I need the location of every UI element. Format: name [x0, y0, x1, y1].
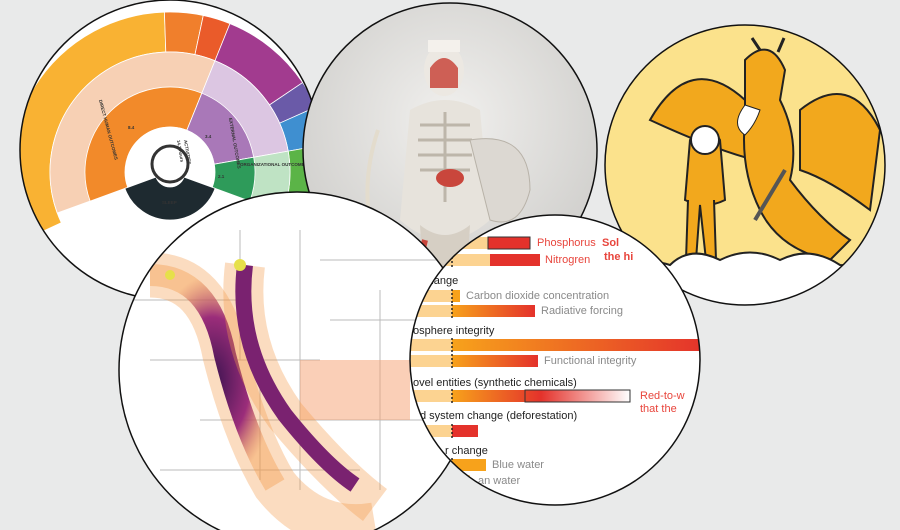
uncertainty — [487, 236, 531, 250]
sleep-label: SLEEP — [162, 200, 177, 205]
bar-label: Nitrogren — [545, 254, 590, 266]
uncertainty — [490, 254, 540, 266]
uncertainty — [524, 389, 631, 403]
overshoot — [452, 339, 700, 351]
header: r change — [445, 445, 488, 457]
bar-label: Carbon dioxide concentration — [466, 290, 609, 302]
horns — [750, 37, 786, 53]
plume — [235, 264, 360, 492]
ribs — [418, 112, 472, 202]
safe-zone — [410, 355, 452, 367]
map-panel — [119, 192, 475, 530]
haze — [300, 360, 410, 420]
hub-value: 14.3 hours — [176, 140, 185, 164]
segment-value: 8.4 — [128, 125, 135, 130]
safe-zone — [410, 390, 452, 402]
knight-head — [690, 125, 720, 155]
overshoot — [452, 390, 630, 402]
donut-panel: DIRECT HUMAN OUTCOMES 8.4 EXTERNAL OUTCO… — [20, 0, 320, 300]
bar-label: Functional integrity — [544, 355, 637, 367]
overshoot — [452, 459, 486, 471]
donut-segment — [124, 176, 216, 221]
bundle — [469, 138, 531, 223]
bar-label: Radiative forcing — [541, 305, 623, 317]
segment-value: 3.4 — [205, 134, 212, 139]
hub-label: ACTIVITIES — [183, 140, 192, 165]
bar-label: Blue water — [492, 459, 544, 471]
organ — [436, 169, 464, 187]
fire-source — [234, 259, 246, 271]
hub-ring — [150, 144, 190, 184]
donut-segment — [211, 156, 256, 202]
note: the hi — [604, 251, 633, 263]
note: that the — [640, 403, 677, 415]
header: osphere integrity — [413, 325, 495, 337]
note: Red-to-w — [640, 390, 685, 402]
plume — [149, 264, 285, 491]
segment-value: 2.1 — [218, 174, 225, 179]
overshoot — [452, 425, 478, 437]
overshoot — [452, 290, 460, 302]
sword — [753, 168, 787, 222]
safe-zone — [410, 339, 452, 351]
wing — [799, 93, 882, 212]
panel-border — [604, 24, 886, 306]
bar-label: an water — [478, 475, 521, 487]
panel-border — [409, 214, 701, 506]
dragon-body — [743, 48, 852, 262]
cap — [428, 40, 460, 52]
header: ovel entities (synthetic chemicals) — [413, 377, 577, 389]
fire-source — [165, 270, 175, 280]
bar-label: Phosphorus — [537, 237, 596, 249]
overshoot — [452, 305, 535, 317]
overshoot — [452, 475, 470, 487]
note: Sol — [602, 237, 619, 249]
donut-arcs — [20, 11, 320, 241]
overshoot — [452, 355, 538, 367]
brain — [430, 58, 458, 88]
donut-segment — [127, 126, 213, 173]
header: d system change (deforestation) — [420, 410, 577, 422]
segment-label: ORGANIZATIONAL OUTCOMES — [240, 162, 308, 167]
fire — [737, 104, 761, 136]
safe-zone — [410, 305, 452, 317]
